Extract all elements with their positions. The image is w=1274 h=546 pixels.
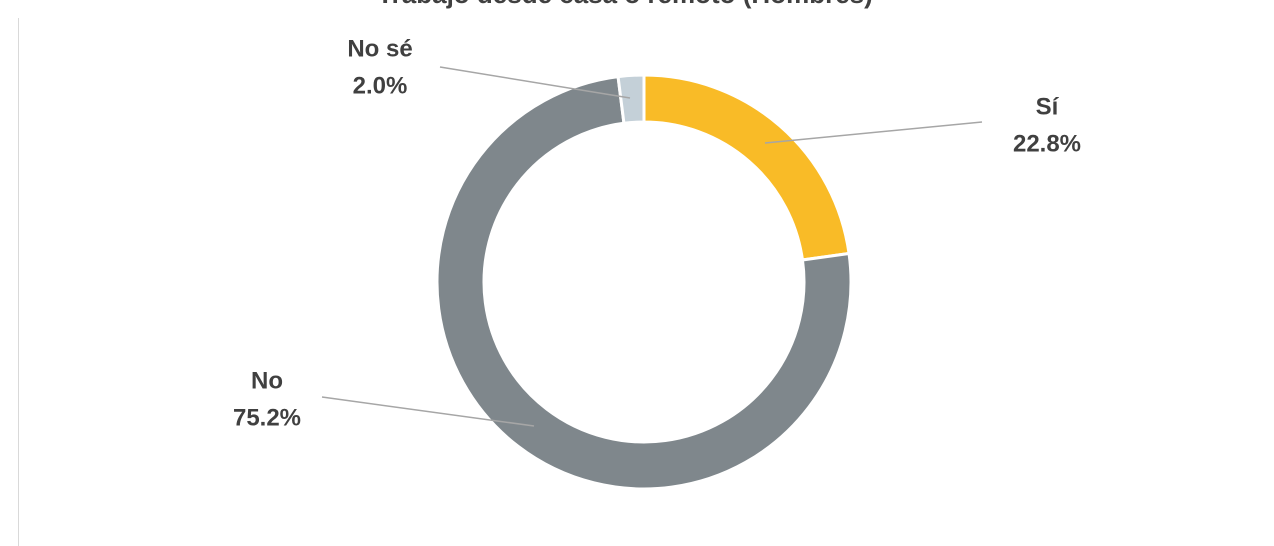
donut-segment (435, 74, 853, 491)
value-label: 75.2% (233, 404, 301, 431)
leader-line (764, 121, 983, 144)
chart-title: Trabajo desde casa o remoto (Hombres) (377, 0, 873, 9)
category-label: No (251, 367, 283, 394)
value-label: 22.8% (1013, 130, 1081, 157)
leader-line (321, 396, 535, 427)
donut-segment (616, 73, 646, 125)
category-label: Sí (1036, 93, 1060, 120)
category-label: No sé (347, 35, 412, 62)
value-label: 2.0% (353, 72, 408, 99)
leader-line (439, 66, 631, 99)
